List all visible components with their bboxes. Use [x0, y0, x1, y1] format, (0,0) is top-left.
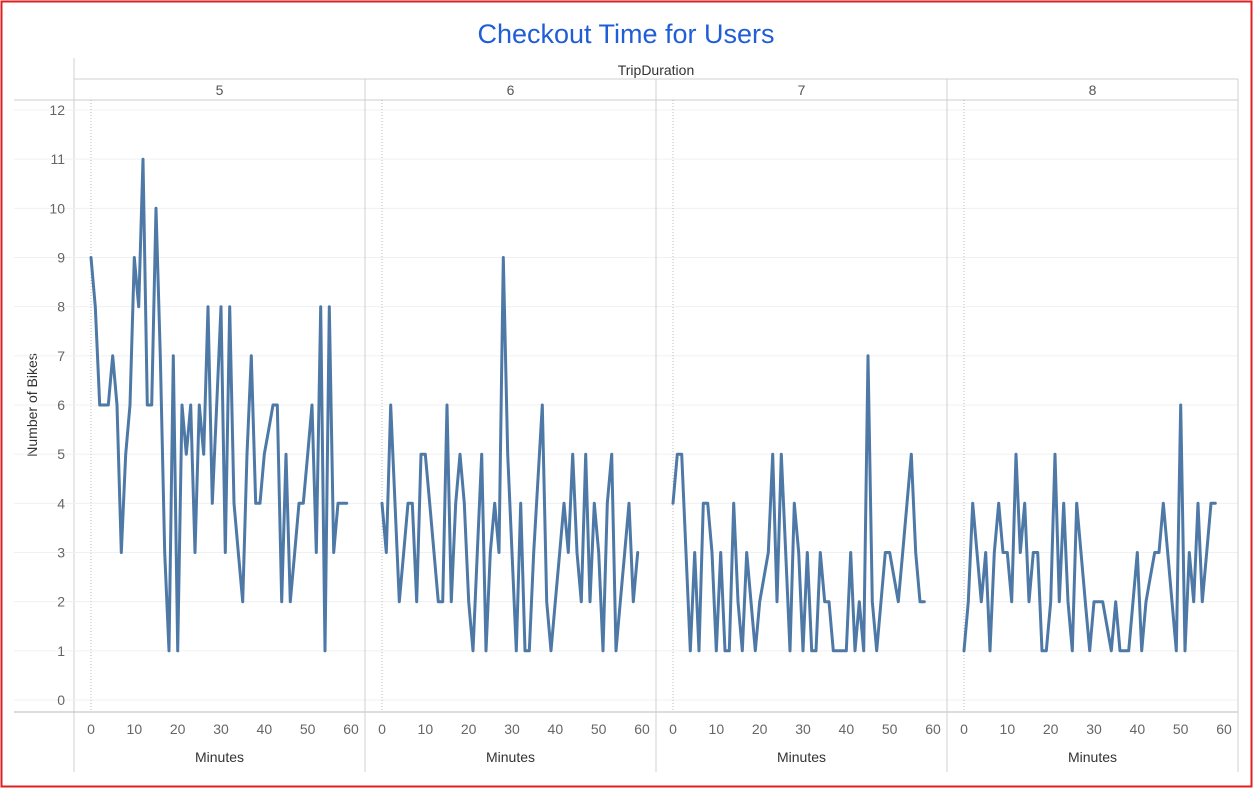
series-line-5	[89, 157, 349, 653]
y-tick-label: 6	[57, 397, 65, 413]
x-tick-label: 20	[1043, 721, 1059, 737]
y-tick-label: 3	[57, 545, 65, 561]
x-tick-label: 0	[960, 721, 968, 737]
x-tick-label: 20	[752, 721, 768, 737]
x-tick-label: 60	[925, 721, 941, 737]
x-tick-label: 0	[87, 721, 95, 737]
panel-label: 5	[216, 82, 224, 98]
x-tick-label: 60	[343, 721, 359, 737]
x-tick-label: 60	[634, 721, 650, 737]
column-header-label: TripDuration	[618, 62, 695, 78]
x-tick-label: 30	[1086, 721, 1102, 737]
x-tick-label: 30	[213, 721, 229, 737]
panel-label: 6	[507, 82, 515, 98]
panel-label: 7	[798, 82, 806, 98]
x-tick-label: 40	[839, 721, 855, 737]
x-tick-label: 60	[1216, 721, 1232, 737]
x-tick-label: 30	[795, 721, 811, 737]
y-tick-label: 1	[57, 643, 65, 659]
y-tick-label: 7	[57, 348, 65, 364]
y-tick-label: 5	[57, 446, 65, 462]
y-tick-label: 4	[57, 495, 65, 511]
x-tick-label: 50	[591, 721, 607, 737]
y-tick-label: 0	[57, 692, 65, 708]
x-tick-label: 40	[548, 721, 564, 737]
x-tick-label: 0	[378, 721, 386, 737]
panel-8: 8 0 10 20 30 40 50 60 Minutes	[960, 79, 1239, 772]
y-tick-label: 10	[49, 200, 65, 216]
x-tick-label: 20	[461, 721, 477, 737]
x-axis-title: Minutes	[195, 749, 244, 765]
x-tick-label: 30	[504, 721, 520, 737]
x-tick-label: 50	[300, 721, 316, 737]
x-tick-label: 10	[1000, 721, 1016, 737]
y-tick-label: 8	[57, 299, 65, 315]
x-axis-title: Minutes	[777, 749, 826, 765]
series-line-8	[962, 403, 1217, 653]
y-tick-label: 11	[50, 151, 65, 167]
x-tick-label: 40	[1130, 721, 1146, 737]
series-line-6	[380, 256, 640, 653]
panel-7: 7 0 10 20 30 40 50 60 Minutes	[669, 79, 948, 772]
x-tick-label: 0	[669, 721, 677, 737]
y-tick-label: 9	[57, 250, 65, 266]
x-axis-title: Minutes	[1068, 749, 1117, 765]
y-tick-label: 2	[57, 594, 65, 610]
y-tick-label: 12	[49, 102, 65, 118]
series-line-7	[671, 354, 926, 653]
x-tick-label: 20	[170, 721, 186, 737]
x-tick-label: 50	[882, 721, 898, 737]
x-tick-label: 40	[257, 721, 273, 737]
panel-label: 8	[1089, 82, 1097, 98]
x-tick-label: 10	[709, 721, 725, 737]
x-tick-label: 10	[418, 721, 434, 737]
x-tick-label: 10	[127, 721, 143, 737]
x-tick-label: 50	[1173, 721, 1189, 737]
chart-title: Checkout Time for Users	[477, 19, 774, 49]
x-axis-title: Minutes	[486, 749, 535, 765]
